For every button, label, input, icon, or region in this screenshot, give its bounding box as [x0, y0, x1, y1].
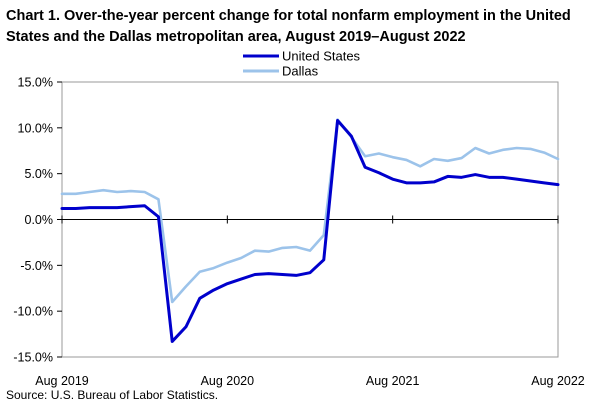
y-tick-label: -5.0% [20, 259, 53, 273]
x-tick-label: Aug 2021 [366, 374, 420, 388]
x-axis-ticks: Aug 2019 Aug 2020 Aug 2021 Aug 2022 [35, 215, 585, 388]
legend-label-dallas: Dallas [282, 64, 319, 79]
legend-label-united-states: United States [282, 49, 361, 64]
series-line-united-states [60, 119, 560, 343]
y-tick-label: 15.0% [18, 76, 53, 90]
y-tick-label: -15.0% [13, 351, 53, 365]
series-line-dallas [60, 118, 560, 304]
x-tick-label: Aug 2020 [201, 374, 255, 388]
axes [61, 81, 559, 358]
y-tick-label: 10.0% [18, 121, 53, 135]
y-tick-label: -10.0% [13, 305, 53, 319]
x-tick-label: Aug 2022 [531, 374, 585, 388]
y-tick-label: 0.0% [25, 213, 54, 227]
y-tick-label: 5.0% [25, 167, 54, 181]
y-axis-ticks: -15.0% -10.0% -5.0% 0.0% 5.0% 10.0% 15.0% [13, 76, 62, 365]
chart-title: Chart 1. Over-the-year percent change fo… [6, 8, 571, 45]
series-lines [60, 118, 560, 343]
source-note: Source: U.S. Bureau of Labor Statistics. [6, 388, 219, 402]
x-tick-label: Aug 2019 [35, 374, 89, 388]
